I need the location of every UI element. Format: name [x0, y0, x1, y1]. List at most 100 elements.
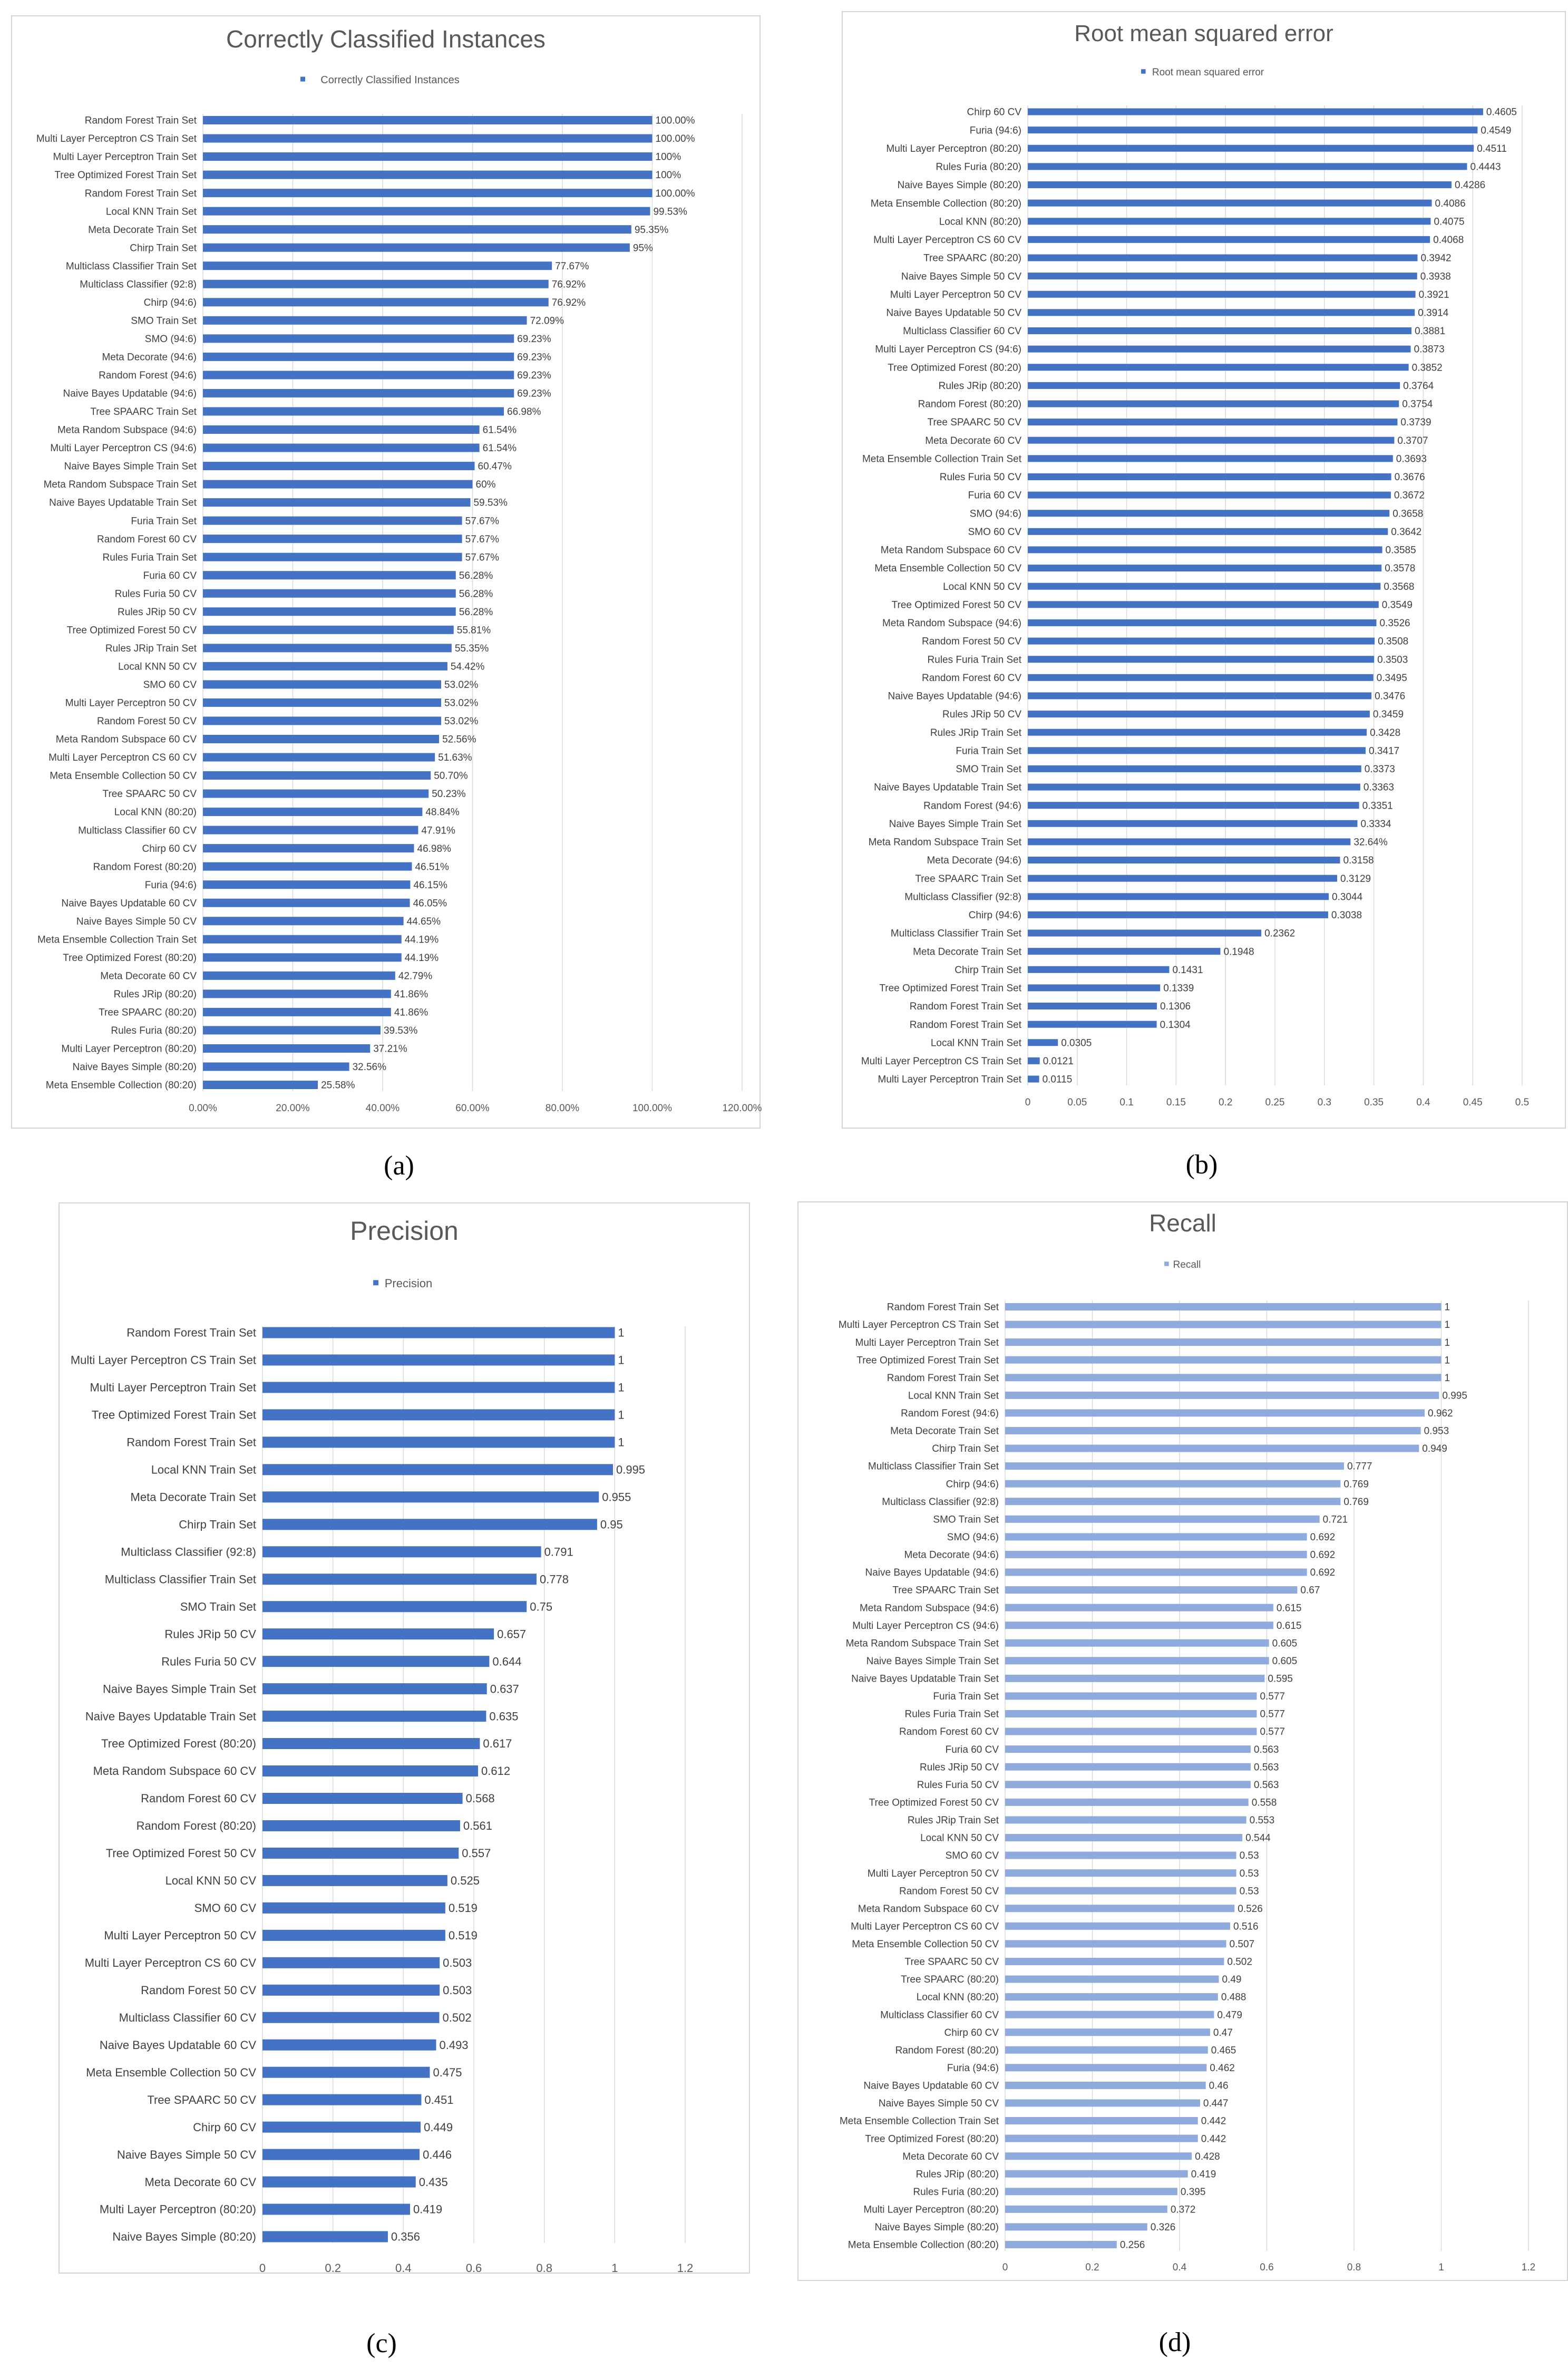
category-label: Meta Ensemble Collection (80:20): [46, 1080, 197, 1091]
data-label: 0.3508: [1378, 636, 1408, 647]
bar: [262, 1519, 597, 1530]
data-label: 0.955: [602, 1491, 631, 1504]
bar: [1005, 2011, 1214, 2018]
data-label: 0.503: [443, 1956, 472, 1969]
data-label: 0.3568: [1384, 581, 1414, 593]
bar: [262, 1436, 615, 1448]
bar: [1005, 1550, 1307, 1558]
category-label: Meta Decorate (94:6): [904, 1550, 999, 1561]
bar: [1028, 857, 1340, 864]
data-label: 59.53%: [473, 498, 508, 509]
bar: [1028, 1057, 1040, 1064]
data-label: 0.3495: [1377, 673, 1407, 684]
data-label: 1: [618, 1381, 624, 1394]
data-label: 0.778: [540, 1572, 569, 1586]
category-label: Naive Bayes Updatable Train Set: [874, 782, 1022, 793]
data-label: 41.86%: [394, 989, 428, 1000]
x-tick-label: 0.5: [1515, 1097, 1529, 1108]
category-label: Furia 60 CV: [143, 570, 197, 581]
data-label: 61.54%: [483, 443, 517, 454]
data-label: 0.53: [1240, 1868, 1259, 1879]
legend-label: Correctly Classified Instances: [320, 74, 459, 86]
bar: [262, 2149, 420, 2160]
bar: [1005, 1462, 1344, 1470]
panel-caption: (d): [1159, 2327, 1191, 2357]
category-label: Furia (94:6): [970, 125, 1021, 136]
data-label: 0.553: [1250, 1815, 1275, 1826]
x-tick-label: 0.2: [325, 2261, 341, 2275]
data-label: 0.95: [600, 1518, 623, 1531]
data-label: 0.479: [1217, 2009, 1242, 2021]
data-label: 57.67%: [465, 552, 500, 563]
data-label: 0.558: [1252, 1797, 1277, 1808]
category-label: Chirp Train Set: [130, 242, 197, 254]
category-label: Multi Layer Perceptron (80:20): [61, 1044, 197, 1055]
category-label: Random Forest Train Set: [910, 1001, 1022, 1012]
data-label: 0.692: [1310, 1567, 1336, 1578]
category-label: Meta Random Subspace Train Set: [846, 1638, 999, 1649]
panel-caption: (a): [384, 1151, 414, 1181]
category-label: Naive Bayes Simple Train Set: [103, 1682, 256, 1695]
category-label: Naive Bayes Updatable Train Set: [85, 1710, 256, 1723]
bar: [203, 1007, 391, 1016]
category-label: Meta Ensemble Collection 50 CV: [852, 1939, 999, 1950]
x-tick-label: 0.2: [1219, 1097, 1232, 1108]
bar: [1005, 1639, 1269, 1647]
category-label: Naive Bayes Simple (80:20): [73, 1062, 197, 1073]
bar: [1005, 1781, 1251, 1789]
category-label: SMO (94:6): [145, 334, 197, 345]
category-label: Random Forest 60 CV: [899, 1726, 999, 1737]
category-label: Multiclass Classifier Train Set: [105, 1572, 256, 1586]
data-label: 0.3938: [1420, 271, 1451, 282]
data-label: 66.98%: [507, 406, 541, 418]
data-label: 53.02%: [444, 679, 479, 691]
data-label: 0.3351: [1362, 800, 1393, 811]
bar: [1005, 2028, 1210, 2036]
category-label: Multi Layer Perceptron CS Train Set: [36, 133, 197, 144]
bar: [203, 116, 652, 124]
category-label: Random Forest (80:20): [918, 399, 1021, 410]
bar: [1005, 1515, 1320, 1523]
data-label: 39.53%: [384, 1025, 418, 1036]
category-label: Random Forest Train Set: [887, 1302, 999, 1313]
data-label: 0.356: [391, 2230, 420, 2244]
category-label: Rules Furia (80:20): [913, 2187, 999, 2198]
category-label: Multi Layer Perceptron CS 60 CV: [873, 235, 1021, 246]
data-label: 0.419: [1191, 2169, 1216, 2180]
bar: [262, 1656, 490, 1667]
bar: [1028, 345, 1411, 353]
data-label: 0.721: [1323, 1514, 1348, 1525]
category-label: Multi Layer Perceptron (80:20): [886, 143, 1021, 154]
data-label: 0.3129: [1340, 873, 1371, 885]
category-label: Multi Layer Perceptron CS (94:6): [875, 344, 1021, 355]
chart-panel-1: Correctly Classified Instances Correctly …: [11, 15, 762, 1181]
data-label: 0.446: [423, 2148, 452, 2161]
category-label: Chirp 60 CV: [944, 2027, 999, 2038]
data-label: 1: [618, 1354, 624, 1367]
category-label: Multiclass Classifier Train Set: [66, 261, 197, 272]
category-label: Random Forest (94:6): [99, 370, 197, 381]
data-label: 0.447: [1203, 2098, 1229, 2109]
data-label: 1: [618, 1409, 624, 1422]
bar: [1005, 1975, 1219, 1983]
category-label: Chirp (94:6): [969, 910, 1021, 921]
category-label: Rules Furia Train Set: [905, 1709, 999, 1720]
category-label: Chirp Train Set: [932, 1443, 999, 1454]
category-label: Furia Train Set: [956, 745, 1021, 756]
data-label: 0.1304: [1160, 1020, 1191, 1031]
category-label: SMO (94:6): [970, 508, 1021, 519]
bar: [1028, 984, 1161, 992]
category-label: Multi Layer Perceptron CS 60 CV: [851, 1921, 999, 1932]
category-label: Naive Bayes Simple Train Set: [64, 461, 197, 472]
bar: [203, 953, 402, 962]
category-label: Tree Optimized Forest (80:20): [101, 1737, 256, 1750]
category-label: Chirp 60 CV: [142, 843, 197, 855]
bar: [203, 607, 456, 616]
bar: [262, 1601, 527, 1613]
bar: [1028, 254, 1418, 261]
data-label: 46.98%: [417, 843, 452, 855]
data-label: 69.23%: [517, 334, 551, 345]
category-label: Random Forest 50 CV: [97, 716, 197, 727]
bar: [1028, 382, 1400, 389]
bar: [1005, 1480, 1341, 1488]
